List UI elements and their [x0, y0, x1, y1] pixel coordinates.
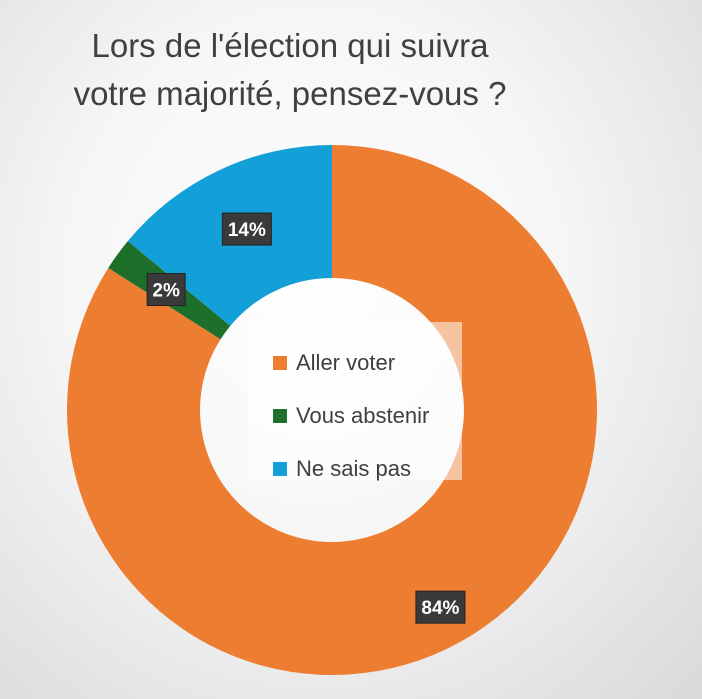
legend-item-ne-sais-pas[interactable]: Ne sais pas — [273, 442, 462, 495]
data-label-vous-abstenir: 2% — [146, 273, 186, 307]
chart-title: Lors de l'élection qui suivra votre majo… — [0, 22, 580, 118]
legend-swatch-vous-abstenir — [273, 408, 287, 423]
slice-aller-voter[interactable] — [66, 145, 597, 675]
legend-label-vous-abstenir: Vous abstenir — [296, 402, 430, 428]
data-label-box — [415, 590, 466, 624]
data-label-text: 14% — [228, 220, 266, 241]
data-label-ne-sais-pas: 14% — [221, 212, 272, 246]
legend-label-aller-voter: Aller voter — [296, 349, 396, 375]
chart-title-line-2: votre majorité, pensez-vous ? — [73, 75, 507, 112]
data-label-box — [221, 212, 272, 246]
data-label-box — [146, 273, 186, 307]
data-labels: 84% 2% 14% — [146, 212, 466, 624]
data-label-text: 84% — [421, 598, 459, 619]
data-label-aller-voter: 84% — [415, 590, 466, 624]
legend-label-ne-sais-pas: Ne sais pas — [296, 455, 411, 481]
legend-swatch-aller-voter — [273, 355, 287, 370]
legend: Aller voter Vous abstenir Ne sais pas — [249, 322, 462, 481]
legend-swatch-ne-sais-pas — [273, 461, 287, 476]
legend-item-vous-abstenir[interactable]: Vous abstenir — [273, 389, 462, 442]
legend-item-aller-voter[interactable]: Aller voter — [273, 336, 462, 389]
data-label-text: 2% — [152, 281, 180, 302]
chart-title-line-1: Lors de l'élection qui suivra — [91, 27, 489, 64]
